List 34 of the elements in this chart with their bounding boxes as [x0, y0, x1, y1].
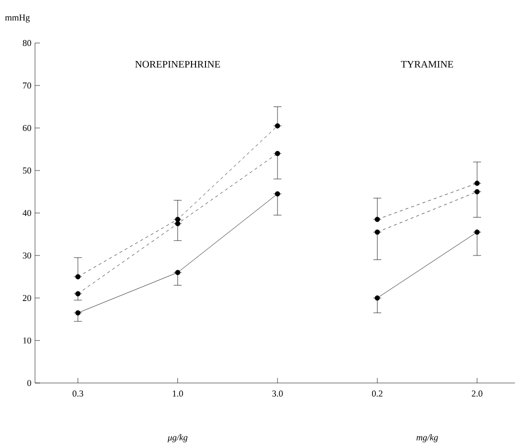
- y-tick-label: 40: [22, 210, 32, 216]
- y-tick-label: 70: [23, 82, 32, 89]
- point: [374, 216, 380, 222]
- point: [474, 230, 480, 235]
- annotation: NOREPINEPHRINE: [135, 60, 220, 68]
- x-tick-label: 0.2: [372, 390, 382, 397]
- x-tick-label: 1.0: [172, 390, 183, 397]
- point: [374, 230, 380, 235]
- x-tick-label: 2.0: [472, 390, 482, 397]
- y-tick-label: 30: [22, 252, 32, 259]
- point: [374, 295, 380, 301]
- point: [75, 291, 81, 296]
- x-tick-label: 0.3: [72, 390, 84, 397]
- x-tick-label: 3.0: [272, 390, 283, 397]
- text: mg/kg: [416, 434, 438, 442]
- y-tick-label: 0: [27, 380, 32, 386]
- point: [274, 191, 280, 196]
- y-tick-label: 10: [23, 337, 32, 344]
- point: [75, 274, 81, 280]
- point: [175, 270, 180, 276]
- text: μg/kg: [168, 434, 188, 442]
- point: [474, 189, 480, 194]
- point: [175, 216, 180, 222]
- point: [274, 123, 280, 128]
- y-tick-label: 60: [22, 124, 32, 132]
- point: [175, 221, 180, 226]
- y-axis-title: mmHg: [5, 14, 30, 22]
- point: [75, 310, 81, 316]
- y-tick-label: 50: [22, 167, 32, 174]
- y-tick-label: 80: [22, 40, 32, 46]
- point: [474, 180, 480, 186]
- point: [274, 150, 280, 156]
- y-tick-label: 20: [22, 294, 32, 302]
- annotation: TYRAMINE: [400, 60, 454, 68]
